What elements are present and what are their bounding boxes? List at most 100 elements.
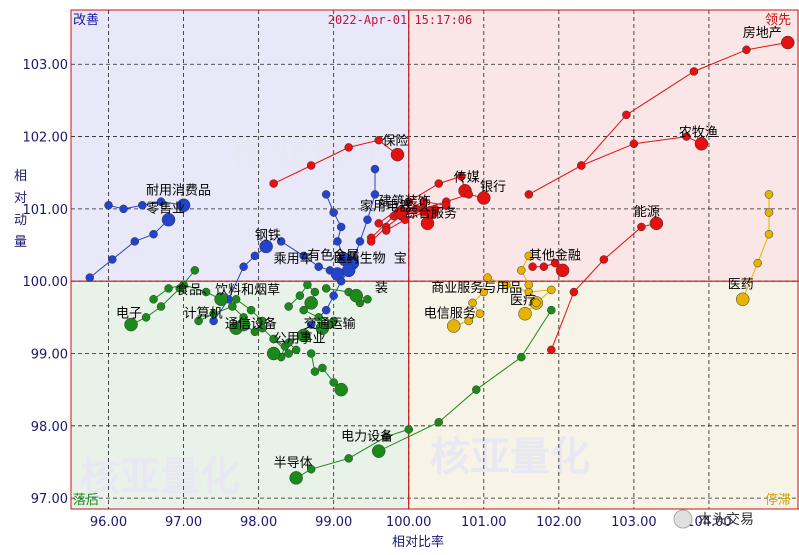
series-head-point (390, 147, 405, 162)
point-label: 交通运输 (304, 316, 356, 332)
point-label: 半导体 (274, 456, 313, 471)
series-tail-point (430, 204, 440, 214)
series-tail-point (276, 237, 286, 246)
chart-timestamp: 2022-Apr-01 15:17:06 (328, 13, 473, 27)
series-tail-point (306, 464, 316, 474)
series-tail-point (404, 425, 413, 434)
series-head-point (176, 198, 191, 213)
series-head-point (555, 263, 570, 278)
series-电信服务 (447, 287, 489, 333)
series-tail-point (483, 273, 492, 282)
series-tail-point (329, 378, 338, 387)
series-有色金属 (321, 190, 352, 267)
series-tail-point (310, 367, 320, 376)
series-tail-point (577, 161, 586, 170)
series-医疗 (517, 251, 541, 321)
x-tick-label: 101.00 (461, 515, 507, 530)
series-tail-point (524, 190, 534, 199)
series-tail-point (539, 262, 549, 271)
axes: 96.00 97.00 98.00 99.00 100.00 101.00 102.00 10… (23, 9, 799, 530)
point-label: 钢铁 (255, 228, 281, 243)
series-tail-point (321, 190, 331, 199)
series-tail-point (637, 222, 646, 232)
point-label: 通信设备 (225, 316, 277, 332)
series-tail-point (550, 258, 560, 268)
series-tail-point (329, 208, 338, 217)
series-tail-point (269, 179, 278, 188)
point-label: 零售业 (146, 200, 185, 216)
series-tail-point (547, 345, 556, 355)
series-tail-point (569, 287, 579, 297)
series-tail-point (434, 179, 444, 188)
series-tail-point (370, 164, 380, 174)
series-tail-point (381, 432, 391, 441)
point-label: 银行 (480, 180, 506, 195)
point-label: 建筑装饰 (379, 193, 431, 209)
series-tail-point (344, 454, 353, 463)
series-tail-point (104, 201, 113, 210)
point-label: 公用事业 (274, 332, 326, 347)
series-医药 (735, 190, 774, 307)
plot-frame (70, 9, 799, 510)
series-tail-point (355, 237, 365, 246)
series-传媒 (374, 172, 472, 228)
point-label: 保险 (382, 134, 408, 149)
series-半导体 (289, 425, 413, 485)
watermark-text: 核亚量化 (80, 454, 240, 500)
watermark-text: 核亚量化 (430, 434, 590, 480)
point-label: 计算机 (184, 306, 223, 321)
quadrant-weakening (408, 281, 799, 509)
series-head-point (735, 292, 750, 307)
point-label: 宝 (394, 251, 407, 266)
series-tail-point (314, 262, 323, 271)
series-tail-point (314, 313, 323, 322)
series-tail-point (130, 237, 140, 246)
series-化工 (306, 263, 356, 329)
x-tick-label: 104.00 (686, 515, 732, 530)
series-tail-point (201, 287, 211, 297)
series-tail-point (400, 215, 410, 224)
series-tail-point (336, 276, 346, 286)
series-tail-point (419, 208, 428, 217)
series-tail-point (149, 229, 158, 239)
point-label: 电子 (116, 306, 142, 321)
series-tail-point (764, 190, 774, 199)
series-tail-point (479, 287, 489, 297)
series-head-point (289, 471, 303, 485)
series-head-point (371, 444, 386, 458)
series-tail-point (442, 201, 451, 210)
series-head-point (780, 35, 795, 50)
x-tick-label: 96.00 (90, 515, 127, 530)
series-head-point (694, 137, 709, 151)
series-其他金融 (528, 258, 570, 278)
series-head-point (518, 306, 532, 321)
series-tail-point (363, 215, 372, 224)
series-tail-point (156, 197, 166, 206)
series-tail-point (517, 352, 526, 362)
series-电力设备 (371, 305, 556, 458)
series-head-point (266, 346, 281, 361)
series-tail-point (299, 305, 308, 315)
series-tail-point (179, 280, 188, 290)
series-tail-point (547, 285, 556, 295)
y-tick-label: 98.00 (31, 420, 68, 435)
series-tail-point (149, 295, 158, 304)
y-tick-label: 99.00 (31, 348, 68, 363)
series-head-point (124, 317, 138, 332)
x-tick-label: 98.00 (240, 515, 277, 530)
series-head-point (236, 317, 251, 332)
series-head-point (447, 319, 461, 333)
series-tail-point (310, 287, 320, 297)
series-tail-point (753, 258, 762, 268)
quadrant-leading (408, 10, 799, 282)
series-tail-point (269, 334, 278, 344)
series-head-point (334, 382, 348, 397)
point-label: 房地产 (743, 25, 782, 41)
series-tail-point (764, 229, 774, 239)
series-tail-point (336, 222, 346, 232)
series-tail-point (517, 266, 526, 275)
y-tick-label: 103.00 (23, 58, 69, 73)
series-head-point (161, 212, 176, 227)
series-tail-point (284, 349, 293, 358)
